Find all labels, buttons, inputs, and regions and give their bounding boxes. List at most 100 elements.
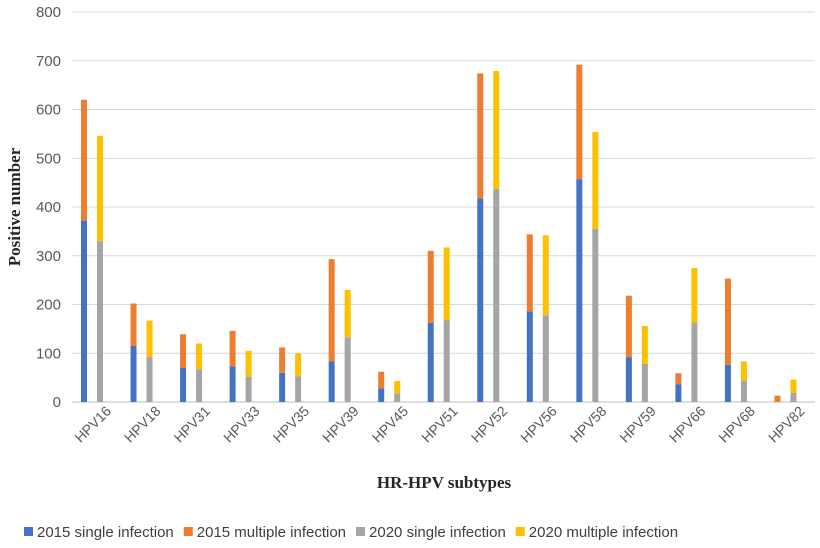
bar-segment	[625, 357, 632, 402]
bar-segment	[443, 247, 450, 321]
y-tick-label: 100	[36, 345, 61, 362]
y-tick-label: 500	[36, 150, 61, 167]
y-axis-title: Positive number	[5, 147, 24, 266]
bar-segment	[675, 373, 682, 385]
x-axis-ticks: HPV16 HPV18 HPV31 HPV33 HPV35 HPV39 HPV45 HPV51…	[71, 403, 807, 446]
y-tick-label: 600	[36, 102, 61, 119]
bar-segment	[97, 241, 103, 402]
y-tick-label: 800	[36, 4, 61, 21]
x-tick-label: HPV59	[616, 403, 659, 446]
bar-segment	[394, 381, 401, 394]
bar-segment	[245, 350, 252, 377]
bar-segment	[394, 393, 401, 402]
legend-item: 2015 single infection	[24, 524, 174, 541]
bar-segment	[378, 371, 385, 389]
bar-segment	[180, 334, 187, 368]
x-tick-label: HPV45	[369, 403, 412, 446]
bar-segment	[81, 99, 87, 221]
x-tick-label: HPV51	[418, 403, 461, 446]
bar-segment	[97, 135, 103, 242]
bar-segment	[328, 361, 335, 402]
bar-segment	[774, 395, 781, 402]
x-tick-label: HPV33	[220, 403, 263, 446]
bar-segment	[675, 384, 682, 402]
bar-segment	[344, 289, 351, 338]
gridlines	[72, 11, 815, 403]
bar-segment	[691, 267, 698, 323]
bar-segment	[740, 380, 747, 402]
legend-swatch	[515, 527, 525, 536]
bar-segment	[229, 366, 236, 402]
legend-swatch	[356, 527, 366, 536]
legend-label: 2020 single infection	[369, 524, 506, 541]
legend-label: 2015 single infection	[37, 524, 174, 541]
bar-segment	[625, 295, 632, 358]
x-tick-label: HPV35	[270, 403, 313, 446]
bar-segment	[526, 234, 533, 312]
legend-label: 2020 multiple infection	[529, 524, 678, 541]
bar-segment	[592, 228, 599, 402]
bar-segment	[790, 379, 797, 393]
bar-segment	[295, 376, 302, 402]
bar-segment	[740, 361, 747, 381]
bar-segment	[279, 372, 286, 402]
bar-segment	[279, 347, 286, 373]
y-tick-label: 0	[53, 394, 61, 411]
x-tick-label: HPV16	[71, 403, 114, 446]
bar-segment	[493, 70, 500, 189]
x-tick-label: HPV18	[121, 403, 164, 446]
bars	[81, 64, 797, 402]
bar-segment	[477, 73, 484, 199]
bar-segment	[130, 303, 137, 346]
legend-item: 2015 multiple infection	[183, 524, 346, 541]
bar-segment	[724, 364, 731, 402]
bar-segment	[493, 188, 500, 402]
y-tick-label: 400	[36, 199, 61, 216]
bar-segment	[724, 278, 731, 365]
bar-segment	[130, 345, 137, 402]
bar-segment	[146, 357, 153, 402]
legend-label: 2015 multiple infection	[197, 524, 346, 541]
bar-segment	[245, 376, 252, 402]
bar-segment	[146, 320, 153, 358]
bar-segment	[196, 369, 203, 402]
bar-segment	[542, 315, 549, 402]
bar-segment	[81, 220, 87, 402]
bar-segment	[196, 343, 203, 370]
y-tick-label: 700	[36, 53, 61, 70]
bar-segment	[229, 330, 236, 367]
y-tick-label: 300	[36, 248, 61, 265]
bar-segment	[295, 353, 302, 377]
x-tick-label: HPV82	[765, 403, 808, 446]
x-tick-label: HPV56	[517, 403, 560, 446]
bar-segment	[576, 64, 583, 180]
bar-segment	[427, 323, 434, 402]
bar-segment	[592, 131, 599, 229]
bar-segment	[790, 392, 797, 402]
bar-segment	[641, 325, 648, 364]
bar-segment	[344, 337, 351, 402]
bar-segment	[641, 363, 648, 402]
legend-item: 2020 single infection	[356, 524, 506, 541]
x-tick-label: HPV66	[666, 403, 709, 446]
bar-segment	[691, 322, 698, 402]
y-axis-ticks: 0 100 200 300 400 500 600 700 800	[36, 4, 61, 411]
bar-segment	[378, 388, 385, 402]
x-tick-label: HPV52	[468, 403, 511, 446]
legend-item: 2020 multiple infection	[515, 524, 678, 541]
legend-swatch	[183, 527, 193, 536]
bar-segment	[477, 198, 484, 402]
bar-segment	[526, 311, 533, 402]
bar-segment	[576, 179, 583, 402]
bar-segment	[427, 250, 434, 324]
legend: 2015 single infection 2015 multiple infec…	[24, 524, 678, 541]
x-tick-label: HPV68	[715, 403, 758, 446]
legend-swatch	[24, 527, 33, 536]
bar-segment	[180, 367, 187, 402]
x-tick-label: HPV58	[567, 403, 610, 446]
x-axis-title: HR-HPV subtypes	[377, 473, 512, 492]
bar-segment	[443, 320, 450, 402]
y-tick-label: 200	[36, 297, 61, 314]
x-tick-label: HPV39	[319, 403, 362, 446]
